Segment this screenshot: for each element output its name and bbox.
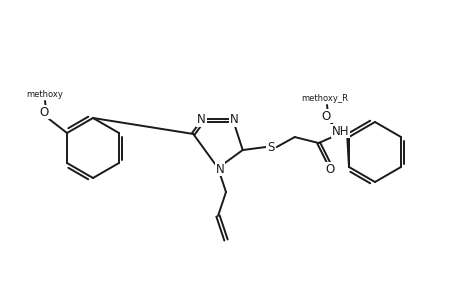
Text: N: N bbox=[230, 113, 238, 127]
Text: O: O bbox=[321, 110, 330, 122]
Text: methoxy_R: methoxy_R bbox=[301, 94, 348, 103]
Text: methoxy: methoxy bbox=[27, 89, 63, 98]
Text: N: N bbox=[197, 113, 206, 127]
Text: O: O bbox=[325, 163, 334, 176]
Text: NH: NH bbox=[331, 124, 349, 137]
Text: O: O bbox=[39, 106, 49, 118]
Text: N: N bbox=[215, 163, 224, 176]
Text: S: S bbox=[267, 140, 274, 154]
